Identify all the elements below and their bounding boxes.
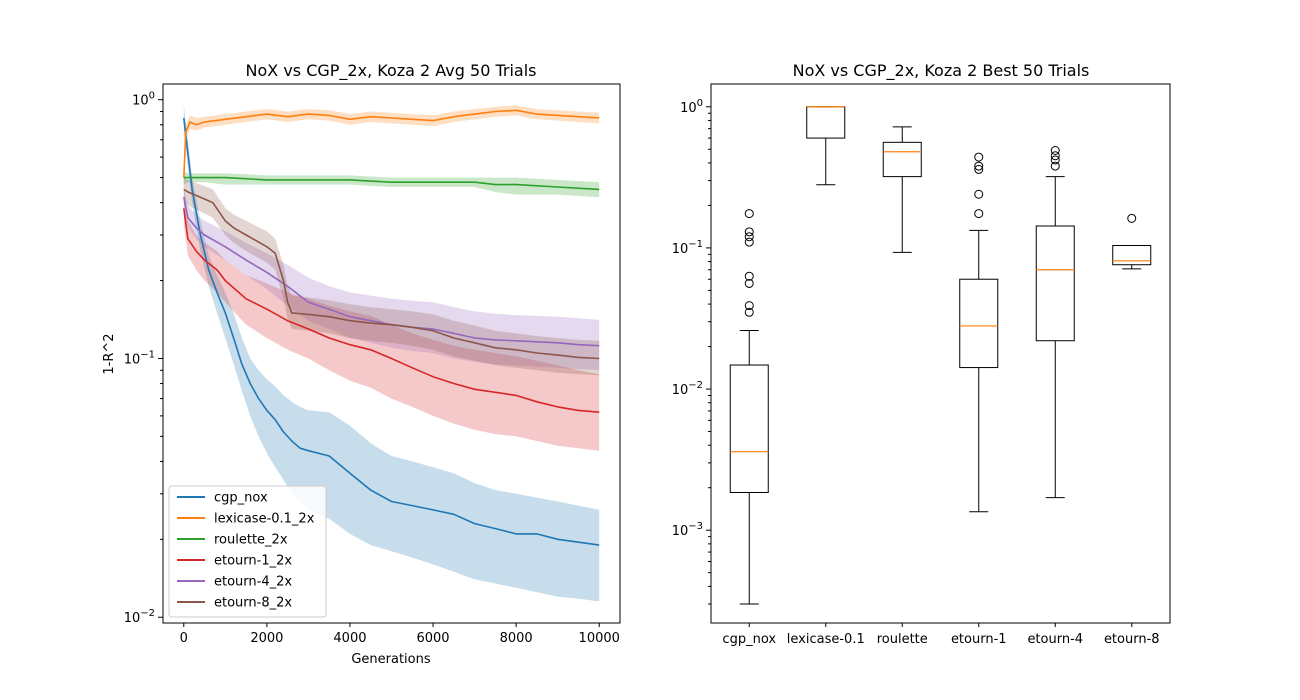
left-x-ticks: 0 2000 4000 6000 8000 10000 xyxy=(180,623,620,646)
band-etourn-4_2x xyxy=(183,187,600,371)
outlier-point xyxy=(974,161,984,171)
outlier-point xyxy=(1050,161,1060,171)
right-y-ticks: 10−3 10−2 10−1 100 xyxy=(672,98,711,605)
left-y-ticks: 10−2 10−1 100 xyxy=(124,91,163,626)
outlier-point xyxy=(744,271,754,281)
legend: cgp_nox lexicase-0.1_2x roulette_2x etourn-… xyxy=(168,485,327,618)
legend-label-cgp_nox: cgp_nox xyxy=(214,491,268,506)
box-etourn-8 xyxy=(1112,213,1152,270)
line-etourn-1_2x xyxy=(183,208,600,413)
outlier-point xyxy=(1050,155,1060,165)
band-lexicase-0.1_2x xyxy=(183,105,600,190)
band-roulette_2x xyxy=(183,171,600,198)
legend-label-etourn-4_2x: etourn-4_2x xyxy=(214,575,292,590)
box-etourn-1 xyxy=(959,152,999,513)
legend-box xyxy=(168,485,327,618)
x-tick-label: lexicase-0.1 xyxy=(787,632,865,647)
legend-label-etourn-1_2x: etourn-1_2x xyxy=(214,554,292,569)
line-cgp_nox xyxy=(183,117,600,546)
box-etourn-4 xyxy=(1035,146,1075,499)
box-plots xyxy=(729,106,1152,605)
outlier-point xyxy=(744,301,754,311)
band-cgp_nox xyxy=(183,105,600,602)
series-lines xyxy=(183,109,600,546)
outlier-point xyxy=(744,307,754,317)
right-x-ticks: cgp_nox lexicase-0.1 roulette etourn-1 etour… xyxy=(722,623,1160,647)
iqr-box xyxy=(729,364,769,493)
outlier-point xyxy=(1127,213,1137,223)
outlier-point xyxy=(974,209,984,219)
x-tick-label: etourn-4 xyxy=(1027,632,1083,647)
left-axes-frame xyxy=(162,83,621,624)
x-tick-label: etourn-8 xyxy=(1104,632,1160,647)
outlier-point xyxy=(974,189,984,199)
legend-label-roulette_2x: roulette_2x xyxy=(214,533,288,548)
box-cgp_nox xyxy=(729,209,769,605)
box-roulette xyxy=(882,126,922,253)
x-tick-label: 10000 xyxy=(579,631,620,646)
line-etourn-8_2x xyxy=(183,188,600,360)
y-tick-label: 10−3 xyxy=(672,521,703,539)
line-lexicase-0.1_2x xyxy=(183,109,600,178)
left-chart-title: NoX vs CGP_2x, Koza 2 Avg 50 Trials xyxy=(246,61,537,81)
x-tick-label: 8000 xyxy=(500,631,533,646)
x-tick-label: roulette xyxy=(877,632,928,647)
outlier-point xyxy=(744,209,754,219)
x-tick-label: 6000 xyxy=(416,631,449,646)
legend-label-lexicase-0.1_2x: lexicase-0.1_2x xyxy=(214,512,315,527)
box-lexicase-0.1 xyxy=(806,106,846,186)
line-roulette_2x xyxy=(183,176,600,191)
outlier-point xyxy=(744,278,754,288)
outlier-point xyxy=(744,232,754,242)
left-x-axis-label: Generations xyxy=(351,652,431,667)
outlier-point xyxy=(1050,151,1060,161)
x-tick-label: 0 xyxy=(180,631,188,646)
x-tick-label: etourn-1 xyxy=(951,632,1007,647)
x-tick-label: 4000 xyxy=(333,631,366,646)
outlier-point xyxy=(974,164,984,174)
y-tick-label: 10−1 xyxy=(672,239,703,257)
iqr-box xyxy=(1035,225,1075,342)
y-tick-label: 10−1 xyxy=(124,349,155,367)
iqr-box xyxy=(959,278,999,369)
right-chart-title: NoX vs CGP_2x, Koza 2 Best 50 Trials xyxy=(793,61,1090,81)
legend-label-etourn-8_2x: etourn-8_2x xyxy=(214,596,292,611)
iqr-box xyxy=(882,141,922,178)
right-axes-frame xyxy=(710,83,1171,624)
outlier-point xyxy=(1050,146,1060,156)
y-tick-label: 100 xyxy=(132,91,155,109)
outlier-point xyxy=(744,227,754,237)
y-tick-label: 10−2 xyxy=(124,608,155,626)
avg-trials-line-chart: 0 2000 4000 6000 8000 10000 10−2 10−1 100 NoX v… xyxy=(102,61,621,667)
best-trials-box-plot: cgp_nox lexicase-0.1 roulette etourn-1 etour… xyxy=(672,61,1171,647)
x-tick-label: 2000 xyxy=(250,631,283,646)
line-etourn-4_2x xyxy=(183,197,600,347)
left-y-axis-label: 1-R^2 xyxy=(102,333,117,374)
x-tick-label: cgp_nox xyxy=(722,632,776,647)
y-tick-label: 10−2 xyxy=(672,380,703,398)
outlier-point xyxy=(974,152,984,162)
y-tick-label: 100 xyxy=(680,98,703,116)
iqr-box xyxy=(1112,245,1152,266)
outlier-point xyxy=(744,237,754,247)
band-etourn-1_2x xyxy=(183,194,600,451)
